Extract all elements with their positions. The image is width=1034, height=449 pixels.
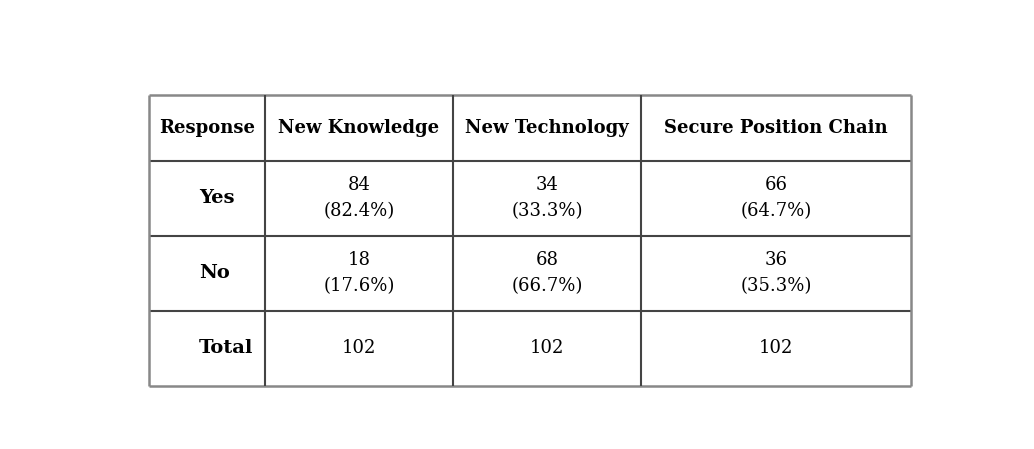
Text: Secure Position Chain: Secure Position Chain bbox=[664, 119, 887, 137]
Text: 66
(64.7%): 66 (64.7%) bbox=[740, 176, 812, 220]
Text: 102: 102 bbox=[759, 339, 793, 357]
Text: 102: 102 bbox=[341, 339, 376, 357]
Text: Yes: Yes bbox=[199, 189, 235, 207]
Text: Total: Total bbox=[199, 339, 253, 357]
Text: 84
(82.4%): 84 (82.4%) bbox=[324, 176, 395, 220]
Text: New Technology: New Technology bbox=[465, 119, 629, 137]
Text: 36
(35.3%): 36 (35.3%) bbox=[740, 251, 812, 295]
Text: Response: Response bbox=[159, 119, 255, 137]
Text: 34
(33.3%): 34 (33.3%) bbox=[511, 176, 583, 220]
Text: New Knowledge: New Knowledge bbox=[278, 119, 439, 137]
Text: 68
(66.7%): 68 (66.7%) bbox=[512, 251, 583, 295]
Text: 18
(17.6%): 18 (17.6%) bbox=[324, 251, 395, 295]
Text: No: No bbox=[199, 264, 230, 282]
Text: 102: 102 bbox=[529, 339, 565, 357]
